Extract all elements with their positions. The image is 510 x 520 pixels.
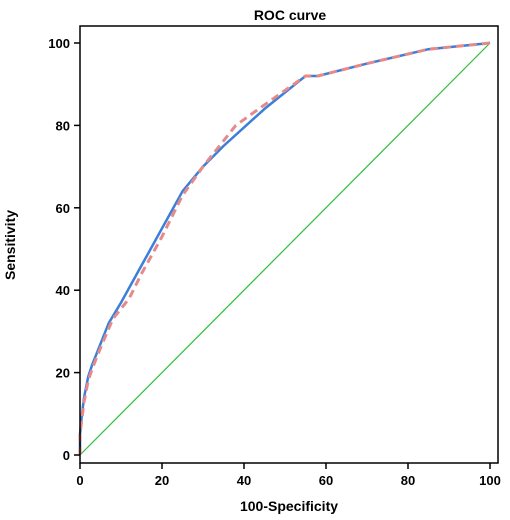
- plot-area: [78, 25, 499, 464]
- y-axis-label: Sensitivity: [2, 210, 18, 280]
- x-tick-label: 80: [401, 473, 415, 488]
- series-line-3: [79, 42, 491, 456]
- x-tick-label: 100: [479, 473, 501, 488]
- plot-frame: [79, 25, 499, 464]
- chart-title: ROC curve: [254, 7, 327, 23]
- y-tick-label: 20: [56, 366, 70, 381]
- y-axis: 0 20 40 60 80 100: [48, 36, 80, 463]
- x-tick-label: 0: [76, 473, 83, 488]
- y-tick-label: 100: [48, 36, 70, 51]
- series-layer: [78, 41, 491, 456]
- x-tick-label: 60: [319, 473, 333, 488]
- y-tick-label: 40: [56, 283, 70, 298]
- x-axis: 0 20 40 60 80 100: [76, 463, 501, 488]
- x-tick-label: 40: [237, 473, 251, 488]
- y-tick-label: 0: [63, 448, 70, 463]
- series-line-2: [78, 41, 491, 455]
- y-tick-label: 60: [56, 201, 70, 216]
- y-tick-label: 80: [56, 118, 70, 133]
- x-axis-label: 100-Specificity: [240, 498, 338, 514]
- x-tick-label: 20: [155, 473, 169, 488]
- series-line-1: [78, 41, 491, 455]
